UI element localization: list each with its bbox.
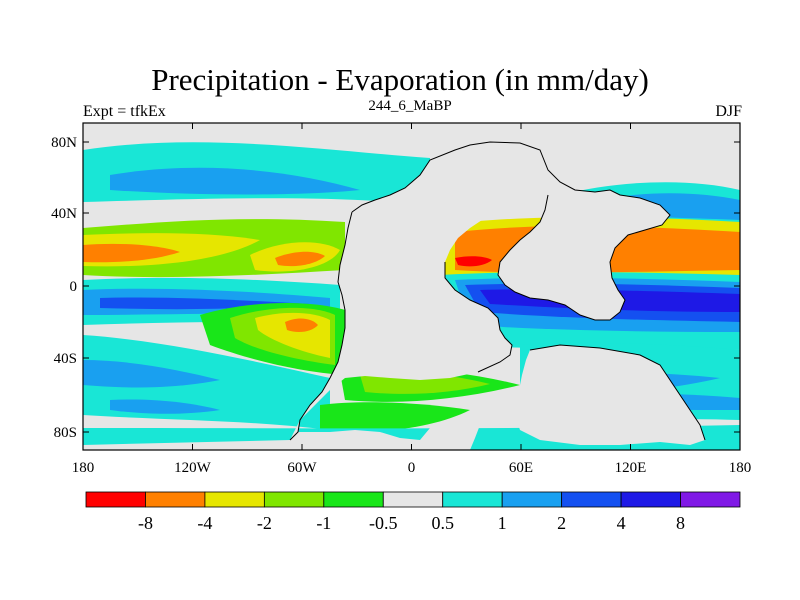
- asia-dry5: [455, 256, 492, 267]
- colorbar: -8 -4 -2 -1 -0.5 0.5 1 2 4 8: [85, 491, 741, 533]
- lon-tick-label: 60E: [509, 460, 533, 476]
- colorbar-swatch: [85, 491, 146, 508]
- map-field: [83, 123, 740, 450]
- colorbar-swatch: [442, 491, 503, 508]
- experiment-label: Expt = tfkEx: [83, 103, 166, 120]
- lat-tick-label: 0: [70, 279, 78, 295]
- colorbar-swatch: [323, 491, 384, 508]
- latitude-axis: 80N 40N 0 40S 80S: [51, 135, 740, 441]
- time-label: 244_6_MaBP: [368, 98, 452, 114]
- colorbar-label: 2: [557, 513, 566, 533]
- southern-land: [515, 345, 705, 445]
- season-label: DJF: [715, 103, 742, 120]
- coastlines: [289, 141, 706, 441]
- colorbar-swatch: [145, 491, 206, 508]
- colorbar-swatch: [204, 491, 265, 508]
- colorbar-label: 1: [498, 513, 507, 533]
- colorbar-label: -8: [138, 513, 153, 533]
- south-dry-band: [320, 402, 470, 432]
- south-atlantic-dry4: [285, 318, 318, 333]
- north-band-wet2: [110, 167, 360, 195]
- colorbar-swatch: [263, 491, 325, 508]
- colorbar-label: 4: [617, 513, 626, 533]
- lat-tick-label: 80S: [54, 425, 77, 441]
- lon-tick-label: 60W: [287, 460, 317, 476]
- north-atlantic-dry4: [83, 243, 180, 263]
- lon-tick-label: 180: [729, 460, 752, 476]
- colorbar-label: 0.5: [431, 513, 454, 533]
- lat-tick-label: 40S: [54, 351, 77, 367]
- south-west-wet2b: [110, 399, 220, 414]
- pangea-west-land: [83, 142, 548, 450]
- lon-tick-label: 120W: [174, 460, 212, 476]
- colorbar-label: -2: [257, 513, 272, 533]
- lat-tick-label: 80N: [51, 135, 77, 151]
- lon-tick-label: 0: [408, 460, 416, 476]
- lon-tick-label: 180: [72, 460, 95, 476]
- colorbar-label: -1: [316, 513, 331, 533]
- longitude-axis: 180 120W 60W 0 60E 120E 180: [72, 123, 752, 476]
- colorbar-swatch: [680, 491, 741, 508]
- colorbar-swatch: [501, 491, 563, 508]
- colorbar-label: -0.5: [369, 513, 398, 533]
- lon-tick-label: 120E: [615, 460, 647, 476]
- central-atlantic-dry4: [275, 251, 325, 267]
- colorbar-label: -4: [197, 513, 212, 533]
- pangea-east-land: [498, 170, 670, 320]
- lat-tick-label: 40N: [51, 206, 77, 222]
- chart-title: Precipitation - Evaporation (in mm/day): [151, 62, 649, 97]
- colorbar-swatch: [561, 491, 622, 508]
- colorbar-swatch: [620, 491, 681, 508]
- colorbar-label: 8: [676, 513, 685, 533]
- colorbar-swatch: [382, 491, 444, 508]
- south-west-wet2: [83, 360, 220, 388]
